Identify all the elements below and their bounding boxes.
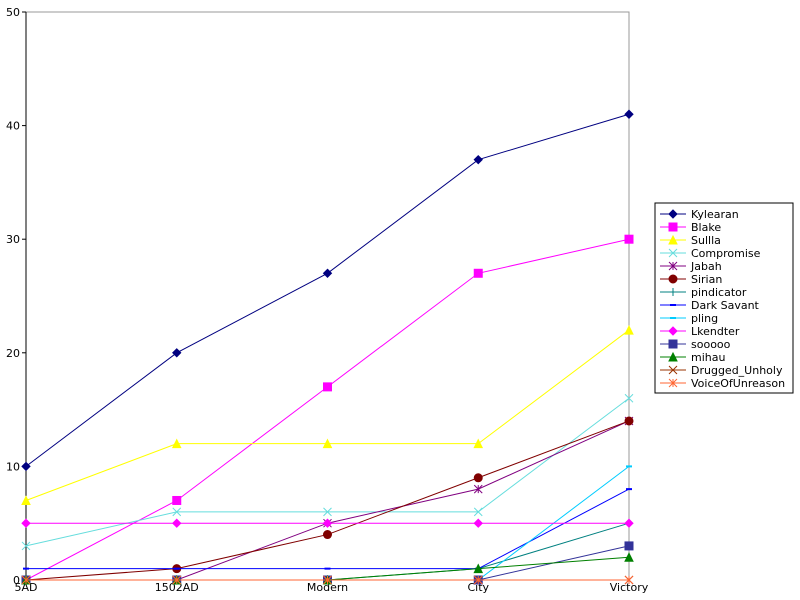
- legend-label: Sirian: [691, 273, 722, 286]
- series-voiceofunreason: [21, 575, 634, 585]
- data-point: [473, 473, 483, 483]
- legend-box: [654, 202, 794, 394]
- data-point: [624, 324, 634, 335]
- legend-label: pling: [691, 312, 718, 325]
- data-point: [21, 495, 31, 505]
- plot-area: 0 10 20 30 40 50 5AD 1502AD Modern City Victory: [6, 6, 649, 594]
- legend-label: VoiceOfUnreason: [691, 377, 785, 390]
- legend-marker: [669, 288, 677, 296]
- legend-label: sooooo: [691, 338, 731, 351]
- data-point: [624, 552, 634, 562]
- legend-marker: [668, 378, 678, 388]
- y-tick-label: 0: [13, 574, 20, 587]
- legend-marker: [668, 326, 678, 336]
- legend-label: Sullla: [691, 234, 721, 247]
- x-tick-label: Modern: [307, 581, 348, 594]
- x-tick-label: 5AD: [15, 581, 38, 594]
- legend-label: Drugged_Unholy: [691, 364, 783, 377]
- data-point: [473, 563, 484, 574]
- legend-marker: [668, 274, 678, 284]
- data-point: [172, 495, 182, 505]
- data-point: [322, 268, 333, 278]
- legend-marker: [668, 261, 678, 271]
- data-point: [323, 575, 332, 585]
- legend-label: mihau: [691, 351, 725, 364]
- legend-item: Compromise: [660, 247, 761, 260]
- legend-marker: [668, 339, 678, 349]
- legend-item: Kylearan: [660, 208, 739, 221]
- legend-item: Drugged_Unholy: [660, 364, 783, 377]
- data-point: [172, 518, 182, 528]
- legend-item: pindicator: [660, 286, 747, 299]
- legend-label: Blake: [691, 221, 721, 234]
- data-point: [322, 438, 333, 449]
- legend-item: VoiceOfUnreason: [660, 377, 785, 390]
- data-point: [624, 109, 634, 119]
- series-sullla: [21, 324, 634, 505]
- data-point: [473, 518, 483, 528]
- legend-marker: [668, 248, 678, 258]
- legend-label: Kylearan: [691, 208, 739, 221]
- legend-item: Dark Savant: [660, 299, 760, 312]
- data-point: [473, 575, 483, 585]
- series-lkendter: [21, 518, 634, 528]
- y-tick-label: 10: [6, 460, 20, 473]
- legend-marker: [668, 222, 678, 232]
- data-point: [172, 507, 182, 517]
- data-point: [323, 382, 332, 392]
- data-point: [624, 541, 634, 551]
- data-point: [172, 575, 182, 585]
- x-tick-label: 1502AD: [155, 581, 199, 594]
- legend-item: pling: [660, 312, 718, 325]
- data-point: [624, 518, 634, 528]
- x-tick-label: City: [467, 581, 489, 594]
- legend-marker: [668, 351, 678, 362]
- series-kylearan: [21, 109, 634, 472]
- legend-marker: [668, 365, 678, 375]
- legend-label: Lkendter: [691, 325, 740, 338]
- data-point: [473, 268, 483, 278]
- data-point: [473, 438, 484, 449]
- data-point: [624, 393, 634, 403]
- legend-item: mihau: [660, 351, 725, 364]
- data-point: [21, 575, 31, 585]
- legend-item: Lkendter: [660, 325, 740, 338]
- legend-item: Sullla: [660, 234, 721, 247]
- y-tick-label: 20: [6, 347, 20, 360]
- data-point: [624, 575, 634, 585]
- data-point: [473, 484, 483, 494]
- data-point: [21, 461, 31, 472]
- data-point: [323, 507, 332, 517]
- legend-label: Dark Savant: [691, 299, 760, 312]
- y-tick-label: 50: [6, 6, 20, 19]
- legend-label: Jabah: [690, 260, 722, 273]
- legend-item: sooooo: [660, 338, 731, 351]
- y-tick-label: 40: [6, 120, 20, 133]
- data-point: [322, 518, 333, 528]
- data-point: [21, 541, 31, 551]
- data-point: [473, 154, 483, 165]
- legend-item: Blake: [660, 221, 721, 234]
- legend: KylearanBlakeSulllaCompromiseJabahSirian…: [654, 202, 794, 394]
- y-tick-label: 30: [6, 233, 20, 246]
- data-point: [323, 530, 332, 540]
- data-point: [172, 348, 182, 358]
- legend-label: Compromise: [691, 247, 761, 260]
- data-point: [624, 234, 634, 244]
- legend-item: Jabah: [660, 260, 722, 273]
- legend-marker: [668, 234, 678, 245]
- legend-label: pindicator: [691, 286, 747, 299]
- legend-item: Sirian: [660, 273, 722, 286]
- data-point: [21, 518, 31, 528]
- data-point: [624, 416, 634, 426]
- data-point: [171, 438, 182, 449]
- x-tick-label: Victory: [610, 581, 649, 594]
- data-point: [473, 507, 483, 517]
- legend-marker: [668, 209, 678, 219]
